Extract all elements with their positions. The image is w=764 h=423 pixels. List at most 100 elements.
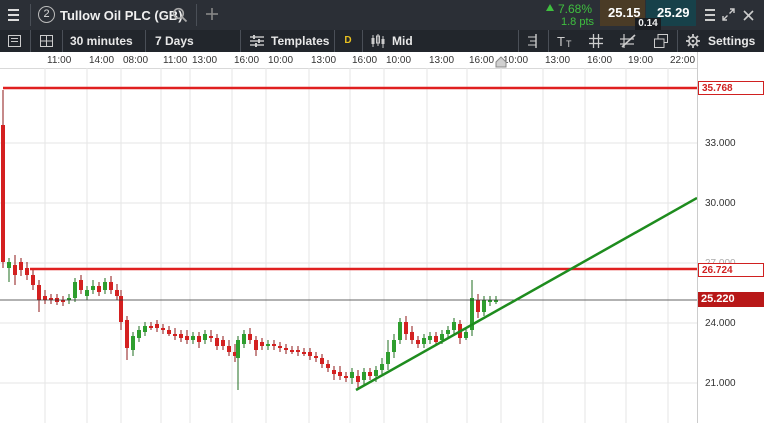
instrument-title[interactable]: Tullow Oil PLC (GB) [60,8,183,23]
candle-body [227,346,231,352]
horizontal-grid [0,142,697,384]
candle-body [49,298,53,300]
candle-body [446,330,450,334]
price-axis[interactable]: 35.768 33.000 30.000 27.000 26.724 25.22… [697,52,764,423]
sell-price: 25.15 [608,5,641,20]
time-label: 11:00 [163,55,188,66]
candle-body [380,364,384,370]
layers-icon[interactable] [654,34,668,48]
spread-value: 0.14 [635,18,661,30]
search-icon[interactable] [172,7,188,23]
interval-dropdown[interactable]: 30 minutes [70,34,133,48]
candle-body [73,282,77,298]
time-label: 13:00 [192,55,218,66]
change-percent: 7.68% [558,2,593,16]
close-icon[interactable] [743,9,754,21]
candle-body [260,342,264,346]
templates-icon[interactable] [250,35,264,47]
price-tick: 21.000 [705,378,736,389]
time-label: 16:00 [587,55,613,66]
drawing-tools-icon[interactable] [620,34,636,48]
grid-icon[interactable] [589,34,603,48]
candle-body [248,334,252,340]
candle-body [332,370,336,374]
candle-body [37,285,41,300]
time-label: 10:00 [268,55,294,66]
candle-body [91,286,95,290]
time-label: 16:00 [469,55,495,66]
candle-body [362,372,366,380]
candle-body [19,262,23,270]
time-label: 22:00 [670,55,696,66]
sell-price-button[interactable]: 25.15 [600,0,645,26]
candle-body [314,356,318,358]
crosshair-scale-icon[interactable] [526,34,538,48]
candle-body [137,330,141,338]
buy-price: 25.29 [657,5,690,20]
svg-text:T: T [566,39,572,49]
title-bar: 2 Tullow Oil PLC (GB) 7.68% 1.8 pts 25.1… [0,0,764,30]
candle-body [173,334,177,336]
price-tick: 33.000 [705,138,736,149]
range-dropdown[interactable]: 7 Days [155,34,194,48]
candle-body [79,280,83,290]
candle-body [119,296,123,322]
price-type-dropdown[interactable]: Mid [392,34,413,48]
plus-icon[interactable] [205,7,219,21]
change-points: 1.8 pts [561,16,595,28]
candle-body [266,344,270,346]
window-number-badge[interactable]: 2 [38,6,55,23]
candle-body [254,340,258,350]
price-tick: 30.000 [705,198,736,209]
candle-body [242,334,246,344]
candle-body [25,268,29,275]
time-label: 19:00 [628,55,654,66]
d-badge[interactable]: D [344,35,352,46]
svg-text:T: T [557,34,565,49]
templates-button[interactable]: Templates [271,34,330,48]
time-scroll-handle[interactable] [495,56,507,68]
layout-grid-icon[interactable] [40,35,53,47]
trendline [355,196,697,392]
candle-body [356,376,360,382]
candle-body [85,290,89,296]
time-label: 16:00 [352,55,378,66]
candle-body [161,328,165,330]
candle-body [203,334,207,340]
menu-icon[interactable] [705,9,715,21]
candle-body [155,324,159,328]
candle-body [31,275,35,285]
candle-body [398,322,402,340]
candle-body [476,300,480,312]
gear-icon[interactable] [686,34,700,48]
price-tick: 24.000 [705,318,736,329]
candle-body [143,326,147,332]
candle-body [131,336,135,350]
candle-body [296,350,300,352]
candles-icon[interactable] [370,34,386,48]
candle-body [149,326,153,328]
time-label: 13:00 [429,55,455,66]
candle-body [103,282,107,290]
line-label-lower: 26.724 [698,263,764,277]
line-label-upper: 35.768 [698,81,764,95]
settings-button[interactable]: Settings [708,34,756,48]
candle-body [67,298,71,300]
candle-body [97,286,101,292]
candle-body [278,346,282,348]
up-arrow-icon [546,4,554,11]
time-label: 10:00 [503,55,529,66]
candle-body [488,300,492,302]
buy-price-button[interactable]: 25.29 [646,0,696,26]
candle-body [392,340,396,352]
candle-body [179,334,183,338]
price-chart[interactable] [0,68,697,423]
hamburger-icon[interactable] [8,9,19,21]
list-icon[interactable] [8,35,21,47]
candle-body [338,372,342,376]
expand-icon[interactable] [722,8,735,21]
candle-body [115,290,119,296]
candle-body [302,352,306,354]
